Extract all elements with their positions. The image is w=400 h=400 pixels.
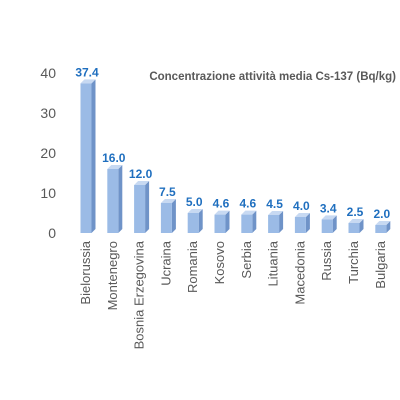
bar: [187, 209, 203, 233]
bar-front: [241, 214, 253, 233]
data-label: 3.4: [320, 201, 337, 215]
x-axis: Bielorussia Montenegro Bosnia Erzegovina Uc…: [78, 240, 388, 349]
bar: [80, 79, 96, 234]
chart-title: Concentrazione attività media Cs-137 (Bq…: [149, 71, 396, 83]
data-label: 2.0: [373, 207, 390, 221]
x-tick-label: Bielorussia: [78, 240, 93, 304]
bar-front: [134, 185, 146, 233]
bar-side: [279, 211, 284, 233]
bar-front: [268, 215, 280, 233]
data-label: 37.4: [75, 65, 99, 79]
bar-top: [241, 210, 257, 215]
data-label: 2.5: [347, 205, 364, 219]
bar-front: [375, 225, 387, 233]
y-tick-label: 30: [40, 105, 56, 121]
bar: [107, 165, 123, 233]
bar-side: [171, 199, 176, 233]
bar-top: [375, 221, 391, 225]
x-tick-label: Montenegro: [105, 241, 120, 310]
bar: [348, 219, 364, 233]
data-label: 16.0: [102, 151, 126, 165]
bar-top: [348, 219, 364, 223]
x-tick-label: Russia: [319, 240, 334, 281]
bar-side: [145, 181, 150, 233]
data-label: 4.5: [266, 197, 283, 211]
bar-front: [187, 213, 199, 233]
bar-top: [268, 211, 284, 215]
bar-side: [198, 209, 203, 233]
bar-side: [118, 165, 123, 233]
bar: [160, 199, 176, 233]
bar: [134, 181, 150, 233]
data-label: 7.5: [159, 185, 176, 199]
x-tick-label: Romania: [185, 240, 200, 293]
x-tick-label: Bulgaria: [373, 240, 388, 288]
bar-front: [107, 169, 119, 233]
y-tick-label: 20: [40, 145, 56, 161]
x-tick-label: Ucraina: [158, 240, 173, 286]
bar-front: [80, 83, 92, 234]
bar-top: [107, 165, 123, 169]
bar-top: [160, 199, 176, 203]
bar-side: [91, 79, 96, 234]
data-label: 12.0: [129, 167, 153, 181]
data-label: 5.0: [186, 195, 203, 209]
bar-front: [321, 219, 333, 233]
bar-side: [305, 213, 310, 233]
y-axis: 0 10 20 30 40: [40, 65, 56, 241]
y-tick-label: 10: [40, 185, 56, 201]
bars-group: [80, 79, 391, 234]
x-tick-label: Kosovo: [212, 241, 227, 284]
bar: [294, 213, 310, 233]
data-label: 4.0: [293, 199, 310, 213]
y-tick-label: 0: [48, 225, 56, 241]
bar-front: [294, 217, 306, 233]
x-tick-label: Serbia: [239, 240, 254, 278]
bar-top: [80, 79, 96, 84]
bar-front: [348, 223, 360, 233]
data-labels-group: 37.4 16.012.0 7.5 5.0 4.6 4.6 4.5 4.0 3.4 2.5 2.0: [75, 65, 390, 221]
bar-front: [160, 203, 172, 233]
bar-top: [187, 209, 203, 213]
bar-front: [214, 214, 226, 233]
bar-top: [214, 210, 230, 215]
x-tick-label: Turchia: [346, 240, 361, 284]
bar: [241, 210, 257, 233]
x-tick-label: Lituania: [266, 240, 281, 286]
bar: [321, 215, 337, 233]
x-tick-label: Macedonia: [292, 240, 307, 304]
bar-top: [321, 215, 337, 220]
data-label: 4.6: [239, 197, 256, 211]
y-tick-label: 40: [40, 65, 56, 81]
data-label: 4.6: [213, 197, 230, 211]
bar-top: [294, 213, 310, 217]
bar: [375, 221, 391, 233]
x-tick-label: Bosnia Erzegovina: [132, 240, 147, 349]
bar-side: [359, 219, 364, 233]
bar-side: [225, 210, 230, 233]
bar: [214, 210, 230, 233]
bar-side: [252, 210, 257, 233]
bar: [268, 211, 284, 233]
bar-top: [134, 181, 150, 185]
bar-side: [332, 215, 337, 233]
